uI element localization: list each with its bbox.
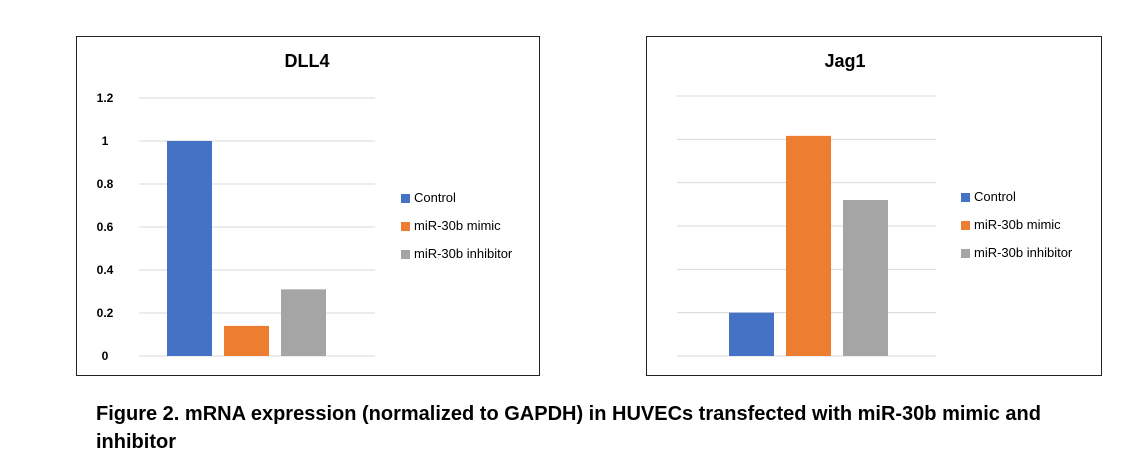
jag1-legend: Control miR-30b mimic miR-30b inhibitor [961,190,1072,274]
legend-swatch [961,192,970,202]
legend-item: Control [961,190,1072,204]
figure-caption: Figure 2. mRNA expression (normalized to… [96,403,1041,453]
legend-label: Control [974,189,1016,204]
dll4-bar-mir-30b-mimic [224,325,269,356]
jag1-bar-control [729,312,774,356]
jag1-bar-mir-30b-mimic [786,135,831,356]
jag1-chart-svg: Jag1JAG1 mRNA expression0123456 [677,51,936,357]
dll4-y-tick-label: 0.4 [97,263,114,277]
dll4-chart-panel: DLL4DLL-4 mRNA expression00.20.40.60.811… [76,36,540,376]
dll4-y-tick-label: 0.6 [97,220,114,234]
jag1-bar-mir-30b-inhibitor [843,200,888,356]
legend-item: miR-30b inhibitor [401,247,512,261]
dll4-bar-mir-30b-inhibitor [281,289,326,356]
legend-item: miR-30b mimic [961,218,1072,232]
dll4-y-tick-label: 1.2 [97,91,114,105]
jag1-chart-title: Jag1 [824,51,865,71]
legend-item: Control [401,191,512,205]
legend-label: miR-30b inhibitor [974,245,1073,260]
legend-swatch [401,193,410,203]
legend-item: miR-30b mimic [401,219,512,233]
dll4-y-tick-label: 0.2 [97,306,114,320]
dll4-legend: Control miR-30b mimic miR-30b inhibitor [401,191,512,275]
legend-item: miR-30b inhibitor [961,246,1072,260]
dll4-bar-control [167,141,212,356]
dll4-y-tick-label: 0.8 [97,177,114,191]
legend-swatch [961,220,970,230]
legend-swatch [401,221,410,231]
legend-label: miR-30b mimic [974,217,1061,232]
dll4-chart-title: DLL4 [285,51,330,71]
dll4-y-tick-label: 0 [102,349,109,363]
legend-label: miR-30b mimic [414,218,501,233]
legend-label: miR-30b inhibitor [414,246,513,261]
dll4-chart-svg: DLL4DLL-4 mRNA expression00.20.40.60.811… [97,51,375,363]
dll4-y-tick-label: 1 [102,134,109,148]
jag1-chart-panel: Jag1JAG1 mRNA expression0123456 Control m… [646,36,1102,376]
legend-label: Control [414,190,456,205]
legend-swatch [401,249,410,259]
legend-swatch [961,248,970,258]
